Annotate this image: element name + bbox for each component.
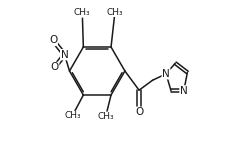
Text: CH₃: CH₃	[74, 8, 91, 17]
Text: N: N	[61, 50, 68, 60]
Text: CH₃: CH₃	[107, 8, 123, 17]
Text: N: N	[162, 69, 170, 79]
Text: O: O	[50, 62, 59, 72]
Text: O: O	[49, 36, 57, 45]
Text: CH₃: CH₃	[64, 111, 81, 120]
Text: O: O	[135, 107, 143, 117]
Text: CH₃: CH₃	[97, 112, 114, 121]
Text: N: N	[180, 86, 188, 96]
